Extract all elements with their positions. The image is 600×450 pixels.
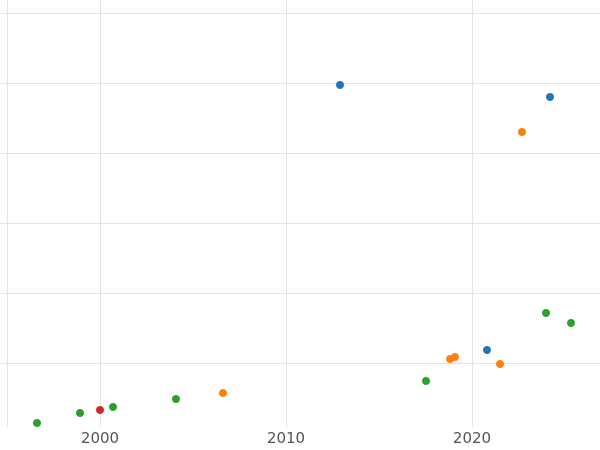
- plot-area: [0, 0, 600, 427]
- series-orange-point: [495, 359, 504, 368]
- horizontal-gridline: [0, 293, 600, 294]
- series-green-point: [32, 419, 41, 427]
- vertical-gridline: [286, 0, 287, 427]
- horizontal-gridline: [0, 83, 600, 84]
- vertical-gridline: [472, 0, 473, 427]
- horizontal-gridline: [0, 13, 600, 14]
- series-orange-point: [218, 389, 227, 398]
- series-green-point: [421, 377, 430, 386]
- series-blue-point: [335, 81, 344, 90]
- series-green-point: [542, 309, 551, 318]
- series-green-point: [172, 394, 181, 403]
- series-blue-point: [482, 345, 491, 354]
- x-tick-label: 2010: [266, 429, 306, 447]
- series-orange-point: [518, 128, 527, 136]
- series-red-point: [96, 405, 104, 414]
- x-tick-label: 2000: [80, 429, 120, 447]
- horizontal-gridline: [0, 153, 600, 154]
- x-tick-label: 2020: [452, 429, 492, 447]
- series-green-point: [566, 319, 575, 328]
- series-blue-point: [546, 93, 555, 101]
- vertical-gridline: [100, 0, 101, 427]
- series-green-point: [75, 408, 84, 417]
- series-orange-point: [445, 354, 454, 363]
- horizontal-gridline: [0, 363, 600, 364]
- series-orange-point: [451, 352, 460, 361]
- vertical-gridline: [7, 0, 8, 427]
- horizontal-gridline: [0, 223, 600, 224]
- series-green-point: [109, 403, 118, 412]
